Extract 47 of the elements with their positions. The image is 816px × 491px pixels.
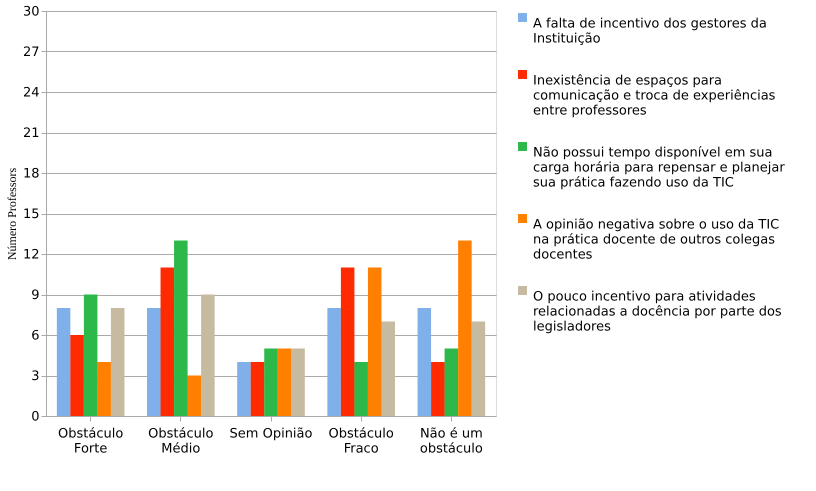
- bar: [147, 308, 161, 416]
- bar: [431, 362, 445, 416]
- y-tick-label: 30: [22, 4, 40, 20]
- x-tick-label: Obstáculo Médio: [148, 426, 214, 456]
- bar: [160, 268, 174, 416]
- y-tick-label: 21: [22, 126, 40, 141]
- y-tick-label: 3: [31, 369, 40, 384]
- bar: [444, 348, 458, 416]
- bar: [418, 308, 432, 416]
- legend-label: A falta de incentivo dos gestores da Instituição: [533, 16, 767, 46]
- legend-label: O pouco incentivo para atividades relacionadas a docência por parte dos legisladores: [533, 290, 782, 334]
- y-tick-label: 27: [22, 45, 40, 60]
- x-tick-label: Não é um obstáculo: [420, 426, 483, 456]
- bar: [291, 348, 305, 416]
- bar: [458, 240, 472, 416]
- bar: [188, 376, 202, 416]
- y-tick-label: 12: [22, 248, 40, 262]
- legend-label: A opinião negativa sobre o uso da TIC na prática docente de outros colegas docentes: [533, 218, 780, 262]
- y-tick-label: 6: [31, 328, 40, 344]
- y-tick-label: 9: [31, 288, 40, 303]
- y-tick-label: 0: [31, 410, 40, 424]
- bar: [97, 362, 111, 416]
- bar: [201, 294, 215, 416]
- bar: [84, 294, 98, 416]
- bar: [381, 322, 395, 416]
- y-tick-label: 18: [22, 166, 40, 182]
- bar: [250, 362, 264, 416]
- bar: [368, 268, 382, 416]
- y-tick-label: 15: [22, 207, 40, 222]
- bar: [56, 308, 70, 416]
- legend-label: Não possui tempo disponível em sua carga horária para repensar e planejar sua prática fazendo uso da TIC: [533, 146, 786, 190]
- bar: [174, 240, 188, 416]
- y-axis-title: Número Professors: [4, 168, 19, 260]
- bar: [327, 308, 341, 416]
- bar: [278, 348, 292, 416]
- x-tick-label: Obstáculo Fraco: [328, 426, 394, 456]
- x-tick-label: Obstáculo Forte: [58, 426, 124, 456]
- y-tick-label: 24: [22, 86, 40, 100]
- bar: [237, 362, 251, 416]
- x-tick-label: Sem Opinião: [230, 426, 312, 442]
- bar: [354, 362, 368, 416]
- bar: [340, 268, 354, 416]
- bar: [110, 308, 124, 416]
- bar: [70, 335, 84, 416]
- bar: [264, 348, 278, 416]
- legend-label: Inexistência de espaços para comunicação e troca de experiências entre professores: [533, 74, 776, 118]
- bar: [472, 322, 486, 416]
